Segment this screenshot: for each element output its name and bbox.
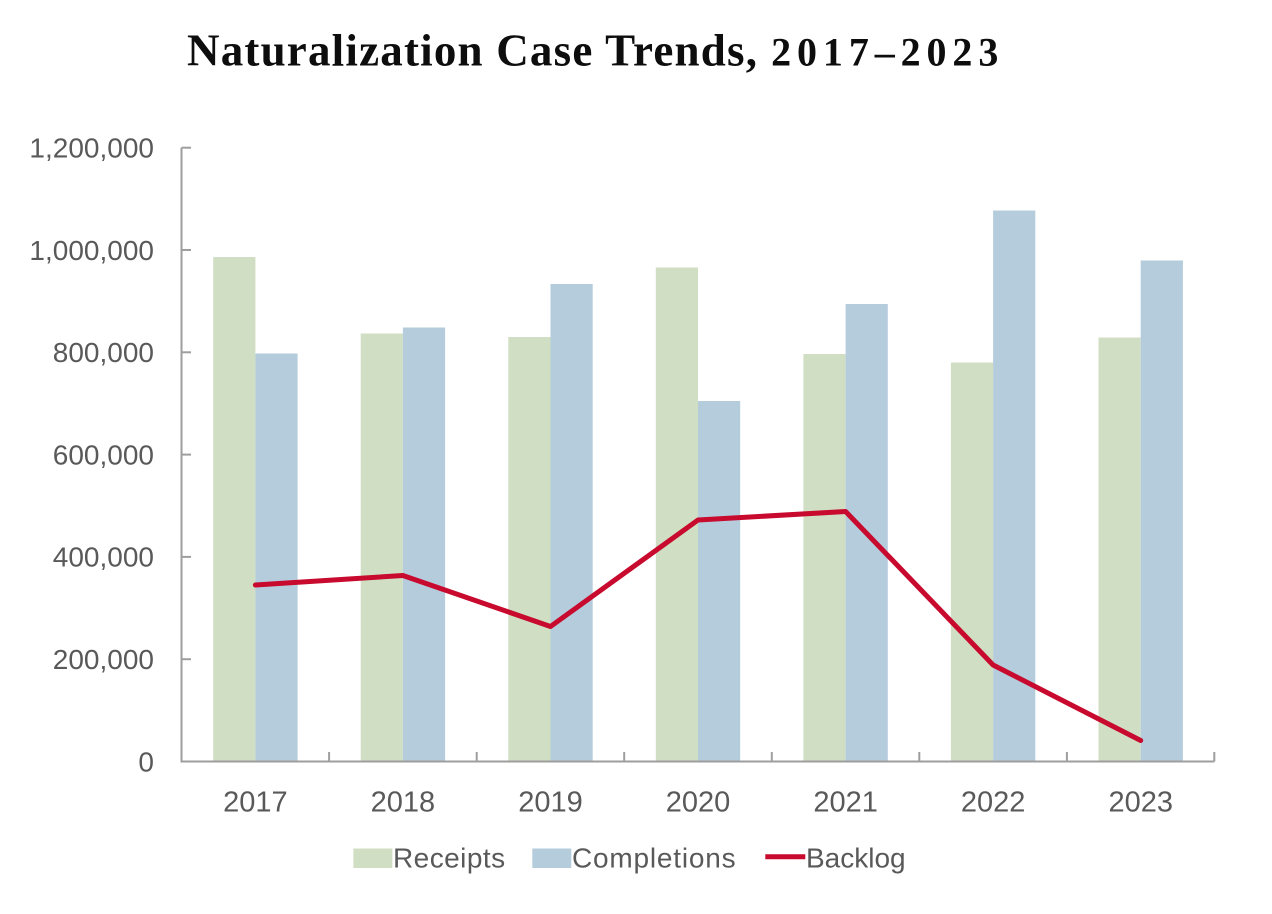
svg-text:1,000,000: 1,000,000 — [29, 235, 154, 266]
svg-text:400,000: 400,000 — [53, 542, 154, 573]
svg-text:2018: 2018 — [371, 787, 436, 819]
svg-text:1,200,000: 1,200,000 — [29, 133, 154, 164]
svg-text:Naturalization Case Trends, 20: Naturalization Case Trends, 2017–2023 — [187, 25, 1004, 75]
svg-text:2021: 2021 — [813, 787, 878, 819]
svg-text:2017: 2017 — [223, 787, 288, 819]
svg-text:2022: 2022 — [961, 787, 1026, 819]
svg-text:2020: 2020 — [666, 787, 731, 819]
svg-text:2019: 2019 — [518, 787, 583, 819]
svg-text:Backlog: Backlog — [806, 843, 906, 874]
svg-text:Completions: Completions — [572, 843, 736, 874]
svg-text:2023: 2023 — [1108, 787, 1173, 819]
svg-text:600,000: 600,000 — [53, 439, 154, 470]
svg-text:Receipts: Receipts — [393, 843, 506, 874]
svg-text:800,000: 800,000 — [53, 337, 154, 368]
svg-text:0: 0 — [138, 746, 154, 777]
svg-text:200,000: 200,000 — [53, 644, 154, 675]
